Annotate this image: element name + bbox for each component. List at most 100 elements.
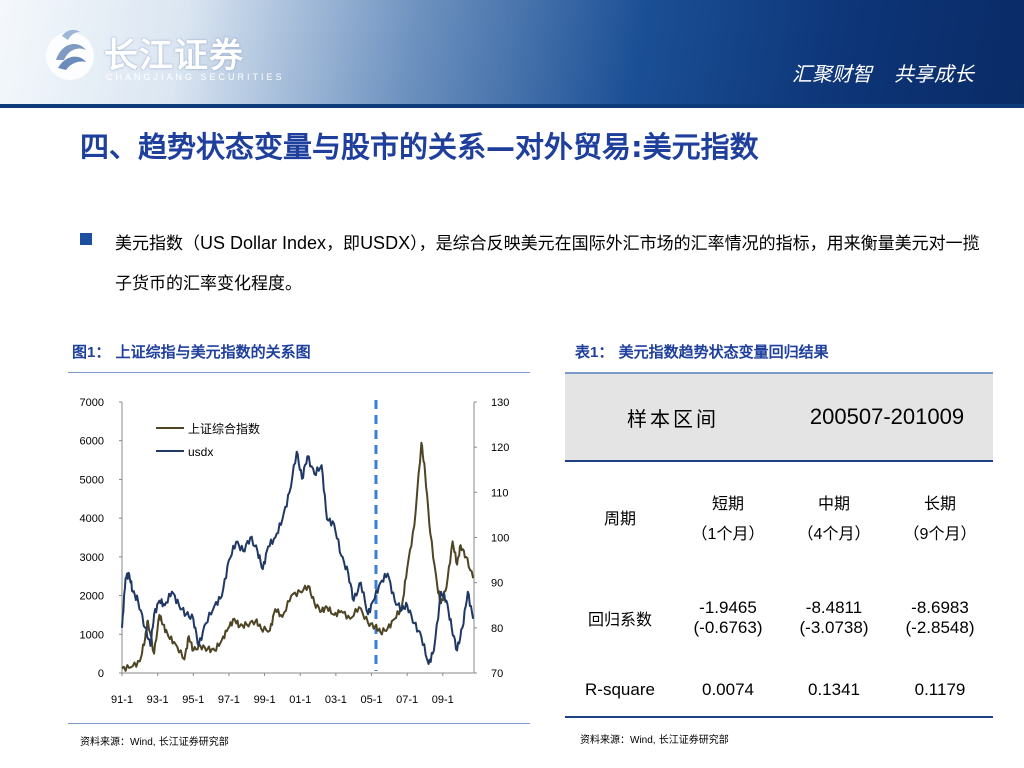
table-head-value: 200507-201009 [781, 372, 993, 462]
figure-source-prefix: 资料来源： [80, 737, 130, 748]
right-tick-label: 100 [491, 533, 509, 545]
period-mid-paren: （ [797, 524, 814, 543]
figure-source-suffix: 长江证券研究部 [155, 737, 229, 748]
right-tick-label: 130 [491, 397, 509, 409]
period-short-num: 1 [707, 526, 717, 543]
slogan-part-2: 共享成长 [894, 62, 974, 86]
x-tick-label: 97-1 [218, 694, 240, 706]
legend-label: usdx [188, 445, 213, 459]
period-long-num: 9 [919, 526, 929, 543]
regression-table: 样本区间 200507-201009 周期 短期 （1个月） 中期 （4个月） … [565, 372, 993, 718]
table-source-suffix: 长江证券研究部 [655, 735, 729, 746]
coef-long-value: -8.6983 [911, 598, 969, 617]
left-tick-label: 6000 [80, 436, 104, 448]
x-tick-label: 03-1 [325, 694, 347, 706]
right-tick-label: 120 [491, 442, 509, 454]
figure-caption-prefix: 图 [72, 343, 88, 361]
x-tick-label: 93-1 [147, 694, 169, 706]
period-short: 短期 （1个月） [675, 461, 781, 572]
left-tick-label: 0 [98, 668, 104, 680]
figure-bottom-divider [68, 723, 530, 724]
figure-caption-text: ： 上证综指与美元指数的关系图 [95, 343, 311, 361]
x-tick-label: 05-1 [361, 694, 383, 706]
table-source: 资料来源：Wind, 长江证券研究部 [580, 731, 729, 746]
series-line-shanghai [121, 441, 475, 672]
coef-long: -8.6983 (-2.8548) [887, 572, 993, 664]
figure-source-latin: Wind, [130, 737, 156, 748]
right-tick-label: 70 [491, 668, 503, 680]
period-long-unit: 个月） [928, 524, 977, 543]
period-long: 长期 （9个月） [887, 461, 993, 572]
left-tick-label: 2000 [80, 591, 104, 603]
right-tick-label: 80 [491, 623, 503, 635]
table-row-period: 周期 短期 （1个月） 中期 （4个月） 长期 （9个月） [565, 461, 993, 572]
legend-label: 上证综合指数 [188, 421, 260, 436]
table-row-coef: 回归系数 -1.9465 (-0.6763) -8.4811 (-3.0738) -… [565, 572, 993, 664]
period-short-span: （1个月） [675, 520, 781, 544]
table-caption-text: ： 美元指数趋势状态变量回归结果 [598, 343, 829, 361]
left-tick-label: 3000 [80, 552, 104, 564]
coef-short-value: -1.9465 [699, 598, 757, 617]
table-head-label: 样本区间 [565, 372, 781, 462]
table-caption: 表1： 美元指数趋势状态变量回归结果 [575, 341, 829, 362]
rsq-label: R-square [565, 664, 675, 718]
period-mid: 中期 （4个月） [781, 461, 887, 572]
left-tick-label: 7000 [80, 397, 104, 409]
period-mid-num: 4 [813, 526, 823, 543]
left-tick-label: 1000 [80, 629, 104, 641]
x-tick-label: 91-1 [111, 694, 133, 706]
period-short-unit: 个月） [716, 524, 765, 543]
para-text-3: ，即 [326, 234, 361, 254]
x-tick-label: 95-1 [182, 694, 204, 706]
figure-caption-num: 1 [87, 344, 96, 361]
company-logo-icon [46, 29, 94, 80]
coef-long-t: (-2.8548) [905, 618, 975, 637]
right-tick-label: 90 [491, 578, 503, 590]
x-tick-label: 07-1 [396, 694, 418, 706]
page-title: 四、趋势状态变量与股市的关系—对外贸易:美元指数 [80, 130, 759, 164]
table-source-prefix: 资料来源： [580, 735, 630, 746]
period-mid-unit: 个月） [822, 524, 871, 543]
period-long-span: （9个月） [887, 520, 993, 544]
coef-short-t: (-0.6763) [693, 618, 763, 637]
table-row-rsquare: R-square 0.0074 0.1341 0.1179 [565, 664, 993, 718]
period-mid-name: 中期 [817, 494, 850, 513]
left-tick-label: 4000 [80, 513, 104, 525]
period-short-paren: （ [691, 524, 708, 543]
para-text-1: 美元指数（ [115, 234, 200, 254]
x-tick-label: 09-1 [432, 694, 454, 706]
coef-short: -1.9465 (-0.6763) [675, 572, 781, 664]
slogan-part-1: 汇聚财智 [792, 62, 872, 86]
rsq-long: 0.1179 [887, 664, 993, 718]
para-text-2: US Dollar Index [200, 233, 327, 253]
table-source-latin: Wind, [630, 735, 656, 746]
para-text-5: ），是综合反映美元在国际外汇市场的汇率情况的指标，用来衡量美元对一揽子货币的汇率… [115, 234, 980, 294]
slogan: 汇聚财智 共享成长 [792, 58, 974, 87]
period-long-paren: （ [903, 524, 920, 543]
period-label: 周期 [603, 509, 636, 528]
figure-caption: 图1： 上证综指与美元指数的关系图 [72, 341, 311, 362]
period-mid-span: （4个月） [781, 520, 887, 544]
table-caption-num: 1 [590, 344, 599, 361]
left-tick-label: 5000 [80, 474, 104, 486]
table-caption-prefix: 表 [575, 343, 591, 361]
rsq-mid: 0.1341 [781, 664, 887, 718]
bullet-square [80, 233, 92, 245]
logo-text-cn: 长江证券 [104, 36, 244, 76]
figure-caption-divider [68, 372, 530, 373]
table-header-row: 样本区间 200507-201009 [565, 372, 993, 462]
figure-source: 资料来源：Wind, 长江证券研究部 [80, 733, 229, 748]
coef-mid-t: (-3.0738) [799, 618, 869, 637]
shanghai-vs-usdx-chart: 0 1000 2000 3000 4000 5000 6000 7000 70 80 90 100 11… [80, 397, 510, 706]
coef-mid: -8.4811 (-3.0738) [781, 572, 887, 664]
header-banner: 长江证券 CHANGJIANG SECURITIES 汇聚财智 共享成长 [0, 0, 1024, 108]
right-tick-label: 110 [491, 487, 509, 499]
intro-paragraph: 美元指数（US Dollar Index，即USDX），是综合反映美元在国际外汇… [115, 223, 985, 304]
coef-label: 回归系数 [587, 610, 652, 629]
rsq-short: 0.0074 [675, 664, 781, 718]
x-tick-label: 99-1 [254, 694, 276, 706]
company-logo: 长江证券 CHANGJIANG SECURITIES [42, 24, 292, 94]
period-short-name: 短期 [711, 494, 744, 513]
para-text-4: USDX [360, 233, 411, 253]
logo-text-en: CHANGJIANG SECURITIES [106, 72, 285, 82]
